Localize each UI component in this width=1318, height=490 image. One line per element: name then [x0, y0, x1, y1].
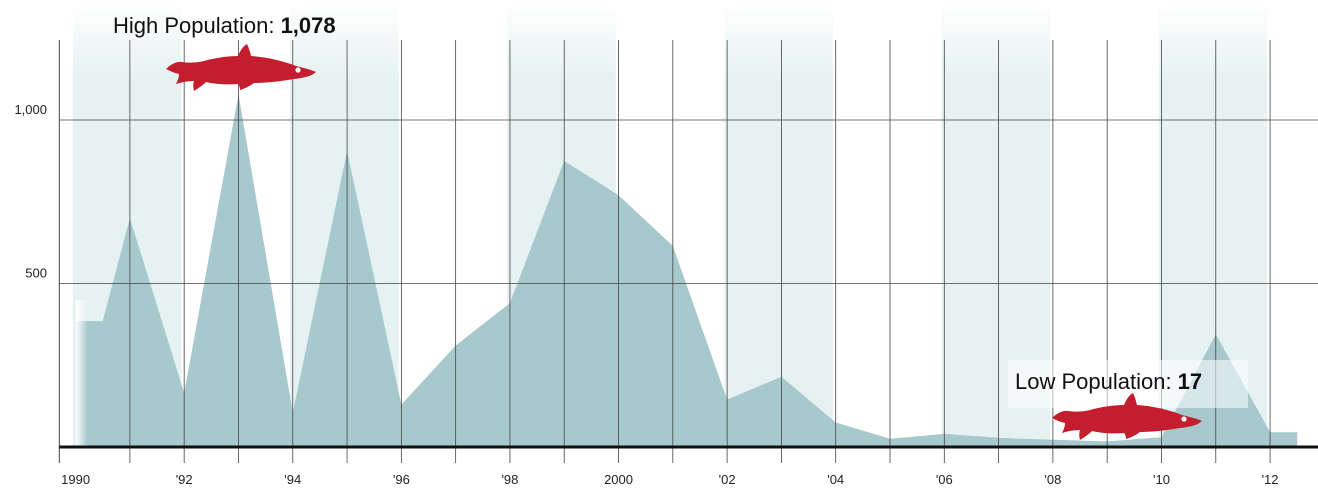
fish-eye: [1181, 416, 1187, 422]
x-tick-label: '02: [719, 472, 736, 487]
high-population-annotation: High Population: 1,078: [113, 13, 336, 91]
fish-icon: [1052, 393, 1202, 440]
x-tick-label: '04: [827, 472, 844, 487]
axes: 500 1,000 1990 '92 '94 '96 '98 2000 '02 '04 '06 '08…: [14, 40, 1318, 487]
shaded-year-bands: [72, 0, 1268, 447]
area-left-fade: [75, 300, 88, 447]
x-tick-label: 2000: [604, 472, 633, 487]
population-area: [75, 94, 1298, 447]
x-tick-label: '92: [176, 472, 193, 487]
x-tick-label: '08: [1044, 472, 1061, 487]
low-population-value: 17: [1178, 369, 1202, 394]
x-tick-label: '12: [1262, 472, 1279, 487]
high-population-label: High Population: 1,078: [113, 13, 336, 38]
shaded-band: [724, 0, 833, 447]
x-tick-label: '96: [393, 472, 410, 487]
high-population-value: 1,078: [281, 13, 336, 38]
low-population-annotation: Low Population: 17: [1008, 360, 1248, 440]
area-series: [75, 94, 1298, 447]
x-tick-label: '10: [1153, 472, 1170, 487]
x-tick-label: 1990: [61, 472, 90, 487]
low-population-label: Low Population: 17: [1015, 369, 1202, 394]
x-tick-label: '94: [284, 472, 301, 487]
fish-eye: [295, 67, 301, 73]
y-tick-label: 500: [25, 266, 47, 281]
x-tick-label: '06: [936, 472, 953, 487]
x-tick-label: '98: [501, 472, 518, 487]
y-tick-label: 1,000: [14, 102, 47, 117]
fish-icon: [166, 44, 316, 91]
